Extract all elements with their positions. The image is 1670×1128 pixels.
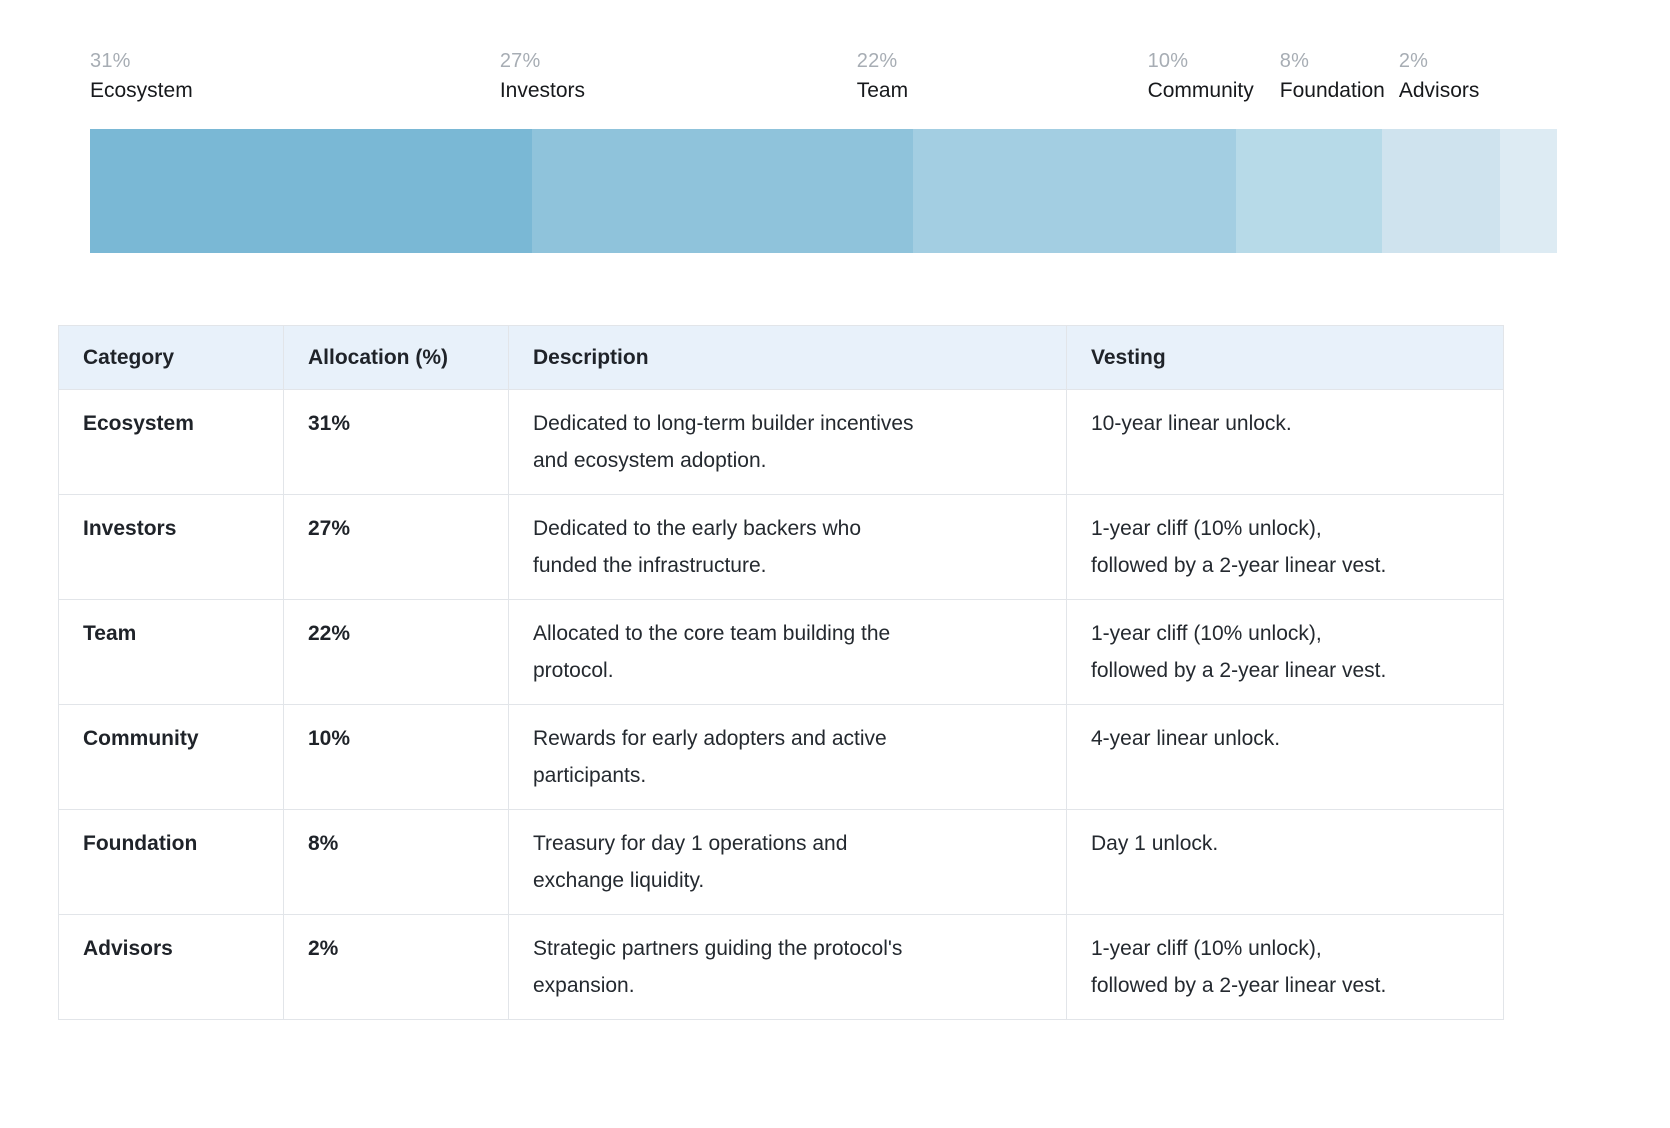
investors-allocation-cell: 27% bbox=[283, 494, 509, 601]
column-header-allocation: Allocation (%) bbox=[283, 325, 509, 391]
ecosystem-vesting-cell: 10-year linear unlock. bbox=[1066, 389, 1504, 496]
foundation-vesting-cell: Day 1 unlock. bbox=[1066, 809, 1504, 916]
team-category-cell: Team bbox=[58, 599, 284, 706]
bar-label-foundation: 8% Foundation bbox=[1280, 50, 1399, 105]
ecosystem-category-cell: Ecosystem bbox=[58, 389, 284, 496]
bar-label-name: Foundation bbox=[1279, 79, 1385, 102]
bar-segment-investors bbox=[531, 129, 913, 254]
advisors-vesting-cell: 1-year cliff (10% unlock), followed by a… bbox=[1066, 914, 1504, 1021]
table-row-team: Team 22% Allocated to the core team buildi… bbox=[58, 599, 1504, 706]
investors-category-cell: Investors bbox=[58, 494, 284, 601]
bar-segment-team bbox=[912, 129, 1236, 254]
foundation-category-cell: Foundation bbox=[58, 809, 284, 916]
bar-segment-foundation bbox=[1382, 129, 1500, 254]
bar-label-name: Community bbox=[1147, 79, 1254, 102]
advisors-category-cell: Advisors bbox=[58, 914, 284, 1021]
bar-label-team: 22% Team bbox=[857, 50, 1148, 105]
bar-label-pct: 10% bbox=[1147, 50, 1189, 72]
community-allocation-cell: 10% bbox=[283, 704, 509, 811]
allocation-stacked-bar bbox=[90, 129, 1557, 254]
bar-label-pct: 8% bbox=[1279, 50, 1310, 72]
ecosystem-allocation-cell: 31% bbox=[283, 389, 509, 496]
column-header-description: Description bbox=[508, 325, 1067, 391]
allocation-table-header: Category Allocation (%) Description Vesting bbox=[58, 325, 1504, 391]
team-allocation-cell: 22% bbox=[283, 599, 509, 706]
bar-label-advisors: 2% Advisors bbox=[1399, 50, 1494, 105]
team-vesting-cell: 1-year cliff (10% unlock), followed by a… bbox=[1066, 599, 1504, 706]
bar-label-name: Ecosystem bbox=[90, 79, 193, 102]
advisors-description-cell: Strategic partners guiding the protocol'… bbox=[508, 914, 1067, 1021]
bar-label-ecosystem: 31% Ecosystem bbox=[90, 50, 500, 105]
bar-label-name: Advisors bbox=[1398, 79, 1480, 102]
community-category-cell: Community bbox=[58, 704, 284, 811]
allocation-table-body: Ecosystem 31% Dedicated to long-term build… bbox=[58, 389, 1504, 1021]
allocation-bar-labels: 31% Ecosystem 27% Investors 22% Team 10% Commun… bbox=[90, 50, 1479, 105]
community-vesting-cell: 4-year linear unlock. bbox=[1066, 704, 1504, 811]
table-row-community: Community 10% Rewards for early adopters a… bbox=[58, 704, 1504, 811]
table-row-advisors: Advisors 2% Strategic partners guiding the… bbox=[58, 914, 1504, 1021]
bar-label-pct: 31% bbox=[90, 50, 131, 72]
table-row-foundation: Foundation 8% Treasury for day 1 operation… bbox=[58, 809, 1504, 916]
bar-label-community: 10% Community bbox=[1148, 50, 1280, 105]
bar-segment-community bbox=[1235, 129, 1383, 254]
bar-label-investors: 27% Investors bbox=[500, 50, 857, 105]
bar-label-pct: 27% bbox=[499, 50, 541, 72]
allocation-table: Category Allocation (%) Description Vesting… bbox=[58, 325, 1504, 1021]
team-description-cell: Allocated to the core team building the … bbox=[508, 599, 1067, 706]
bar-segment-advisors bbox=[1499, 129, 1557, 254]
foundation-allocation-cell: 8% bbox=[283, 809, 509, 916]
bar-label-name: Investors bbox=[499, 79, 586, 102]
column-header-vesting: Vesting bbox=[1066, 325, 1504, 391]
foundation-description-cell: Treasury for day 1 operations and exchan… bbox=[508, 809, 1067, 916]
column-header-category: Category bbox=[58, 325, 284, 391]
table-row-ecosystem: Ecosystem 31% Dedicated to long-term build… bbox=[58, 389, 1504, 496]
community-description-cell: Rewards for early adopters and active pa… bbox=[508, 704, 1067, 811]
advisors-allocation-cell: 2% bbox=[283, 914, 509, 1021]
ecosystem-description-cell: Dedicated to long-term builder incentive… bbox=[508, 389, 1067, 496]
table-header-row: Category Allocation (%) Description Vesting bbox=[58, 325, 1504, 391]
allocation-chart: 31% Ecosystem 27% Investors 22% Team 10% Commun… bbox=[0, 0, 1670, 254]
bar-segment-ecosystem bbox=[90, 129, 532, 254]
table-row-investors: Investors 27% Dedicated to the early backe… bbox=[58, 494, 1504, 601]
allocation-table-section: Category Allocation (%) Description Vesting… bbox=[58, 325, 1670, 1021]
investors-description-cell: Dedicated to the early backers who funde… bbox=[508, 494, 1067, 601]
bar-label-pct: 2% bbox=[1398, 50, 1429, 72]
bar-label-name: Team bbox=[856, 79, 909, 102]
investors-vesting-cell: 1-year cliff (10% unlock), followed by a… bbox=[1066, 494, 1504, 601]
bar-label-pct: 22% bbox=[856, 50, 898, 72]
